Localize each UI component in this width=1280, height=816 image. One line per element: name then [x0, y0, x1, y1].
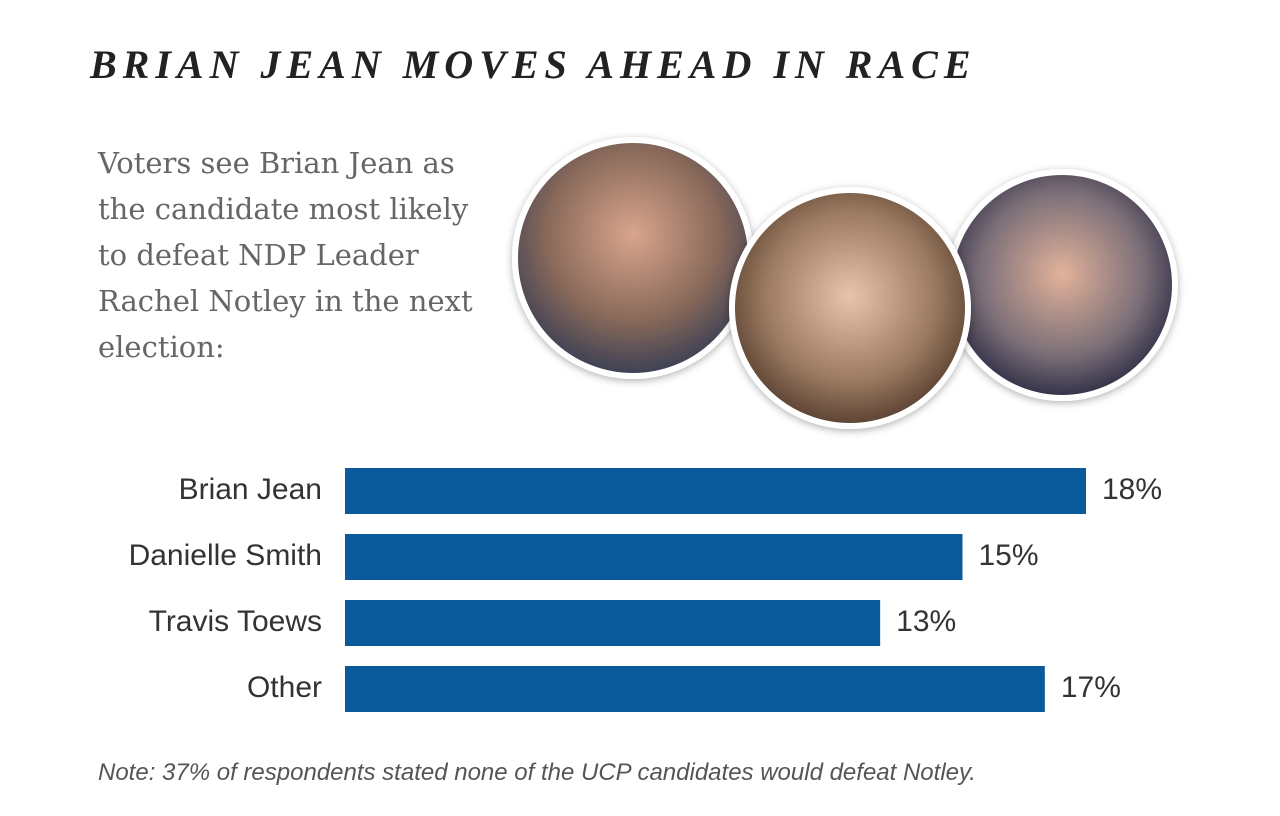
value-label: 13% [896, 605, 956, 638]
category-label: Danielle Smith [129, 539, 322, 572]
chart-title: BRIAN JEAN MOVES AHEAD IN RACE [89, 42, 977, 87]
bar [345, 600, 881, 646]
bar [345, 534, 963, 580]
value-label: 15% [979, 539, 1039, 572]
bar [345, 666, 1045, 712]
value-label: 17% [1061, 671, 1121, 704]
photo [729, 187, 971, 429]
bar [345, 468, 1086, 514]
note: Note: 37% of respondents stated none of … [98, 759, 976, 786]
category-label: Other [247, 671, 322, 704]
photo [512, 137, 754, 379]
photo [946, 169, 1178, 401]
category-label: Brian Jean [179, 473, 322, 506]
subtitle: Voters see Brian Jean as the candidate m… [98, 146, 473, 364]
value-label: 18% [1102, 473, 1162, 506]
category-label: Travis Toews [149, 605, 322, 638]
